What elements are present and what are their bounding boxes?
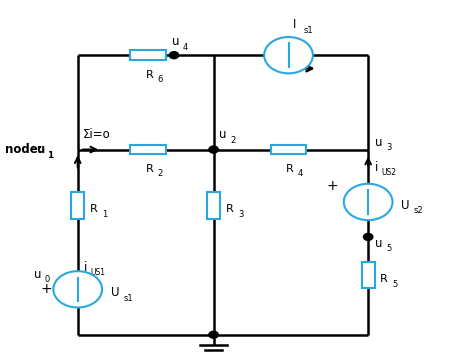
Text: u: u bbox=[36, 143, 45, 156]
Circle shape bbox=[344, 184, 392, 220]
Text: 2: 2 bbox=[230, 136, 235, 145]
Text: R: R bbox=[90, 204, 98, 214]
Text: 4: 4 bbox=[298, 169, 303, 178]
Text: u: u bbox=[172, 36, 179, 48]
Text: node:: node: bbox=[5, 143, 47, 156]
Text: US2: US2 bbox=[381, 168, 396, 177]
Text: R: R bbox=[146, 164, 154, 174]
Text: +: + bbox=[326, 179, 337, 193]
Text: u: u bbox=[34, 268, 41, 281]
Text: I: I bbox=[293, 18, 297, 31]
Text: U: U bbox=[110, 286, 119, 299]
Text: R: R bbox=[146, 70, 154, 80]
Text: 0: 0 bbox=[44, 275, 49, 284]
Text: 3: 3 bbox=[238, 210, 243, 219]
Text: R: R bbox=[286, 164, 294, 174]
Text: 5: 5 bbox=[386, 244, 391, 253]
Bar bbox=[71, 192, 84, 219]
Bar bbox=[271, 144, 306, 154]
Text: 1: 1 bbox=[47, 151, 53, 160]
Bar bbox=[207, 192, 220, 219]
Circle shape bbox=[169, 52, 179, 59]
Text: 5: 5 bbox=[392, 280, 398, 289]
Circle shape bbox=[264, 37, 313, 73]
Text: 2: 2 bbox=[157, 169, 163, 178]
Text: 3: 3 bbox=[386, 143, 392, 152]
Circle shape bbox=[364, 233, 373, 240]
Text: s2: s2 bbox=[414, 206, 423, 215]
Text: s1: s1 bbox=[303, 26, 313, 34]
Circle shape bbox=[209, 146, 218, 153]
Text: u: u bbox=[219, 129, 227, 141]
Circle shape bbox=[54, 271, 102, 307]
Circle shape bbox=[209, 331, 218, 338]
Text: 6: 6 bbox=[157, 75, 163, 84]
Text: u: u bbox=[375, 136, 383, 149]
Bar bbox=[130, 144, 165, 154]
Text: R: R bbox=[226, 204, 234, 214]
Text: 4: 4 bbox=[182, 43, 188, 52]
Text: R: R bbox=[380, 274, 388, 284]
Text: Σi=o: Σi=o bbox=[83, 129, 111, 141]
Text: US1: US1 bbox=[90, 268, 105, 277]
Bar bbox=[362, 262, 375, 289]
Text: i: i bbox=[375, 160, 379, 174]
Text: +: + bbox=[40, 282, 52, 296]
Text: u: u bbox=[375, 237, 383, 250]
Text: s1: s1 bbox=[123, 294, 133, 302]
Bar bbox=[130, 50, 165, 60]
Text: i: i bbox=[84, 261, 88, 274]
Text: U: U bbox=[401, 199, 410, 212]
Text: 1: 1 bbox=[102, 210, 107, 219]
